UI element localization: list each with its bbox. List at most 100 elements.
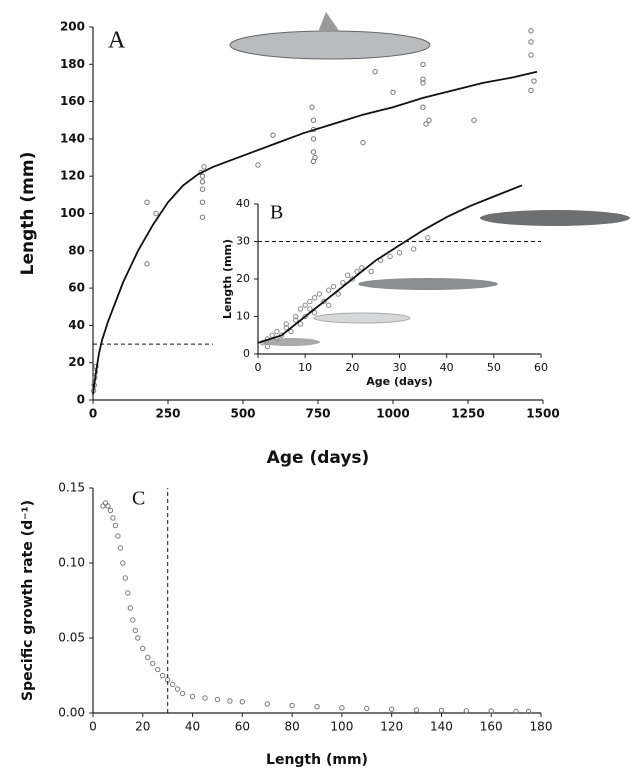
data-point	[135, 635, 141, 641]
x-tick-label: 1500	[526, 407, 559, 421]
data-point	[388, 706, 395, 712]
data-point	[463, 708, 470, 714]
fish-juvenile	[480, 210, 630, 226]
data-point	[326, 287, 332, 293]
data-point	[132, 627, 139, 634]
data-point	[255, 162, 261, 168]
data-point	[307, 306, 313, 312]
fish-illustrations	[229, 12, 630, 346]
data-point	[390, 89, 396, 95]
y-axis-label: Length (mm)	[221, 239, 234, 319]
data-point	[120, 560, 126, 566]
y-tick-label: 40	[68, 318, 85, 332]
data-point	[270, 132, 276, 138]
data-point	[169, 681, 176, 688]
x-tick-label: 20	[135, 720, 150, 734]
data-point	[110, 515, 116, 521]
data-point	[531, 78, 537, 84]
data-point	[293, 317, 299, 323]
x-tick-label: 0	[89, 407, 97, 421]
data-point	[140, 645, 146, 652]
data-point	[330, 283, 337, 290]
y-tick-label: 120	[60, 169, 85, 183]
data-point	[302, 302, 308, 308]
data-point	[420, 104, 426, 110]
data-point	[112, 522, 119, 529]
y-tick-label: 80	[68, 243, 85, 257]
data-point	[420, 61, 426, 68]
data-point	[339, 705, 345, 711]
data-point	[264, 701, 270, 707]
x-tick-label: 10	[298, 361, 312, 374]
x-axis-label: Age (days)	[267, 448, 370, 468]
fish-adult	[229, 30, 431, 60]
x-axis-label: Length (mm)	[266, 752, 368, 768]
data-point	[159, 672, 166, 679]
data-point	[321, 298, 327, 305]
data-point	[202, 695, 208, 701]
data-point	[145, 654, 151, 661]
y-axis-label: Specific growth rate (d⁻¹)	[20, 500, 36, 701]
data-point	[310, 136, 317, 142]
y-tick-label: 20	[68, 355, 85, 369]
data-point	[199, 199, 206, 206]
data-point	[239, 699, 246, 705]
x-tick-label: 1000	[376, 407, 409, 421]
y-tick-label: 0.10	[58, 556, 85, 570]
data-point	[396, 250, 403, 256]
data-point	[127, 605, 134, 611]
x-tick-label: 120	[380, 720, 403, 734]
data-point	[283, 321, 289, 327]
data-point	[528, 52, 534, 58]
data-point	[410, 246, 417, 252]
x-tick-label: 60	[534, 361, 548, 374]
data-point	[309, 104, 315, 110]
data-point	[335, 291, 341, 297]
data-point	[199, 173, 206, 179]
x-tick-label: 20	[345, 361, 359, 374]
growth-curve	[257, 184, 523, 344]
data-point	[274, 328, 280, 335]
data-point	[471, 117, 477, 123]
data-point	[344, 272, 351, 278]
data-point	[513, 708, 519, 715]
x-axis-label: Age (days)	[366, 375, 432, 388]
data-point	[107, 507, 114, 514]
panel-letter: B	[270, 202, 283, 224]
growth-curve	[92, 70, 538, 395]
data-point	[214, 696, 221, 703]
data-point	[307, 298, 313, 305]
data-point	[288, 328, 294, 335]
y-tick-label: 140	[60, 131, 85, 145]
y-tick-label: 200	[60, 20, 85, 34]
panel-letter: A	[108, 28, 126, 54]
y-tick-label: 60	[68, 281, 85, 295]
y-tick-label: 40	[236, 197, 250, 210]
x-tick-label: 80	[284, 720, 299, 734]
x-tick-label: 140	[430, 720, 453, 734]
x-tick-label: 160	[480, 720, 503, 734]
x-tick-label: 60	[235, 720, 250, 734]
data-point	[144, 261, 150, 267]
data-point	[354, 268, 360, 275]
y-tick-label: 0.00	[58, 706, 85, 720]
data-point	[199, 179, 206, 185]
data-point	[316, 291, 323, 297]
x-tick-label: 0	[255, 361, 262, 374]
data-point	[125, 590, 131, 596]
data-point	[179, 690, 186, 697]
data-point	[297, 306, 304, 312]
data-point	[130, 617, 136, 623]
y-tick-label: 0	[243, 347, 250, 360]
data-point	[289, 702, 295, 709]
data-point	[269, 332, 275, 338]
data-point	[150, 660, 156, 667]
data-point	[122, 575, 129, 581]
data-point	[283, 325, 289, 331]
data-point	[528, 39, 534, 45]
data-point	[528, 87, 534, 94]
x-tick-label: 100	[330, 720, 353, 734]
data-point	[312, 154, 318, 161]
y-tick-label: 180	[60, 57, 85, 71]
